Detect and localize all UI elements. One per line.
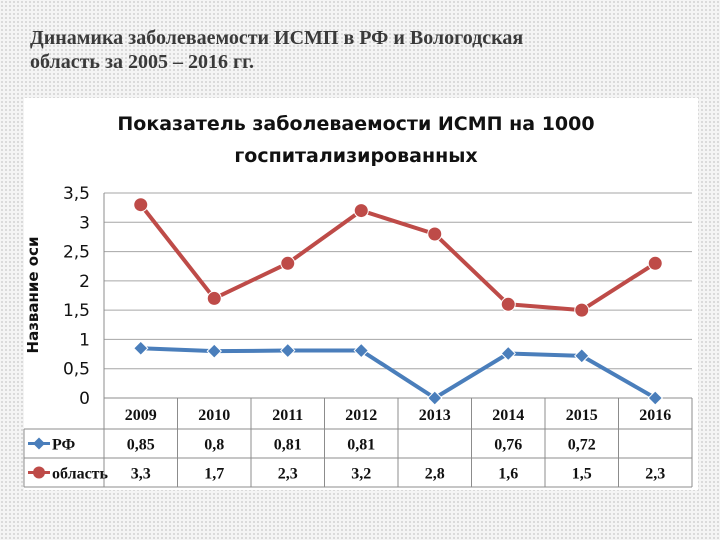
y-tick-label: 3 — [79, 213, 90, 233]
series-line — [139, 203, 657, 313]
y-tick-labels: 0 0,5 1 1,5 2 2,5 3 3,5 — [63, 184, 90, 409]
data-label: 0,81 — [274, 437, 302, 454]
chart-title-line1: Показатель заболеваемости ИСМП на 1000 — [117, 113, 594, 135]
data-point — [206, 343, 222, 359]
data-label: 2,8 — [425, 466, 445, 483]
y-axis-label: Название оси — [24, 237, 42, 354]
data-label: 1,6 — [498, 466, 518, 483]
data-point — [353, 342, 369, 359]
x-tick-label: 2010 — [198, 407, 230, 424]
data-label: 3,3 — [131, 466, 151, 483]
y-tick-label: 2,5 — [63, 243, 90, 263]
slide-title-line1: Динамика заболеваемости ИСМП в РФ и Воло… — [30, 27, 524, 49]
data-label: 1,7 — [204, 466, 224, 483]
data-point — [500, 296, 516, 312]
data-label: 2,3 — [645, 466, 665, 483]
chart-area — [24, 98, 698, 490]
y-tick-label: 3,5 — [63, 184, 90, 204]
data-point — [574, 302, 590, 318]
data-point — [647, 390, 663, 406]
data-label: 2,3 — [278, 466, 298, 483]
y-tick-label: 2 — [79, 272, 90, 292]
data-point — [574, 348, 590, 364]
data-label: 0,8 — [204, 437, 224, 454]
y-tick-label: 1 — [79, 330, 90, 350]
data-label: 0,76 — [494, 437, 522, 454]
data-point — [353, 203, 369, 219]
x-tick-label: 2016 — [639, 407, 671, 424]
data-label: 0,72 — [568, 437, 596, 454]
x-tick-label: 2015 — [566, 407, 598, 424]
x-tick-label: 2014 — [492, 407, 524, 424]
data-label: 1,5 — [572, 466, 592, 483]
data-point — [427, 390, 443, 406]
slide-title-line2: область за 2005 – 2016 гг. — [30, 51, 254, 73]
data-point — [427, 226, 443, 242]
y-tick-label: 0,5 — [63, 360, 90, 380]
legend-marker — [33, 437, 45, 450]
data-point — [206, 290, 222, 306]
chart-title-line2: госпитализированных — [234, 145, 477, 167]
data-label: 0,85 — [127, 437, 155, 454]
x-tick-label: 2012 — [345, 407, 377, 424]
data-point — [133, 197, 149, 213]
data-point — [133, 340, 149, 356]
y-tick-label: 1,5 — [63, 301, 90, 321]
slide-title: Динамика заболеваемости ИСМП в РФ и Воло… — [30, 26, 523, 74]
data-point — [647, 255, 663, 271]
legend-label: РФ — [52, 437, 76, 454]
legend-marker — [33, 466, 45, 479]
x-tick-label: 2013 — [419, 407, 451, 424]
x-tick-label: 2011 — [272, 407, 303, 424]
legend-label: область — [52, 466, 109, 483]
data-point — [500, 345, 516, 362]
series-line — [140, 346, 657, 400]
data-point — [280, 255, 296, 271]
x-tick-label: 2009 — [125, 407, 157, 424]
data-point — [280, 342, 296, 359]
y-tick-label: 0 — [79, 389, 90, 409]
data-label: 0,81 — [347, 437, 375, 454]
data-label: 3,2 — [351, 466, 371, 483]
series-layer — [133, 197, 663, 406]
